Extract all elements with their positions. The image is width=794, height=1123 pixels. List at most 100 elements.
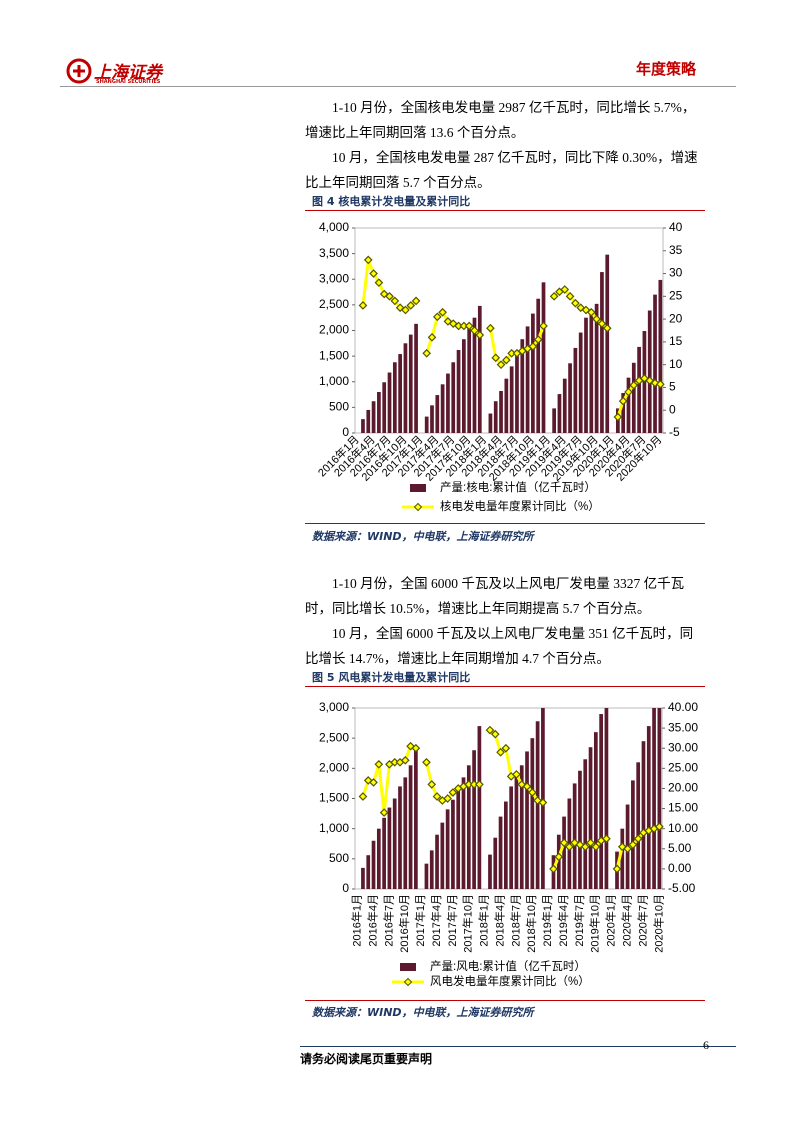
bar (541, 282, 546, 433)
bar (637, 346, 641, 433)
bar (424, 863, 429, 889)
line-marker (422, 348, 432, 358)
bar (366, 855, 371, 889)
line-marker (448, 788, 458, 797)
bar (636, 762, 641, 889)
bar (631, 362, 636, 433)
bar (461, 777, 466, 889)
y2-tick-label: 40 (669, 220, 683, 234)
y-tick-label: 3,000 (319, 271, 349, 285)
line-marker (629, 380, 639, 390)
legend-swatch (400, 963, 416, 971)
line-marker (618, 396, 628, 406)
line-marker (496, 747, 505, 757)
bar (535, 721, 540, 889)
x-tick-label: 2016年7月 (381, 894, 395, 947)
line-marker (527, 788, 537, 797)
bar (361, 419, 365, 433)
x-tick-label: 2020年7月 (635, 894, 649, 947)
y2-tick-label: 0.00 (668, 861, 692, 875)
y-tick-label: 1,500 (319, 348, 349, 362)
bar (578, 332, 583, 433)
y2-tick-label: 35.00 (668, 720, 698, 734)
section-title: 年度策略 (636, 60, 697, 78)
x-tick-label: 2019年1月 (540, 894, 554, 947)
bar (557, 394, 562, 433)
bar (493, 837, 498, 889)
line-marker (490, 729, 500, 739)
paragraph: 10 月，全国 6000 千瓦及以上风电厂发电量 351 亿千瓦时，同比增长 1… (305, 626, 694, 666)
y-tick-label: 0 (342, 881, 349, 895)
line-marker (592, 314, 601, 324)
line-marker (522, 782, 532, 791)
bar (366, 409, 371, 433)
y2-tick-label: 10 (669, 357, 683, 371)
chart: 0 500 1,000 1,500 2,000 2,500 3,000 3,500 4,000 -… (315, 220, 683, 513)
line-marker (496, 360, 506, 370)
footer-rule (300, 1046, 736, 1047)
bar (653, 294, 657, 433)
y-tick-label: 2,500 (319, 730, 349, 744)
y-tick-label: 1,000 (319, 821, 349, 835)
bar (371, 840, 376, 889)
line-marker (432, 312, 442, 322)
figure-source: 数据来源：WIND，中电联，上海证券研究所 (312, 1006, 534, 1019)
bar (584, 317, 588, 433)
bar (451, 362, 456, 433)
bar (573, 347, 578, 433)
bar (382, 817, 386, 889)
line-marker (385, 291, 394, 301)
x-tick-label: 2018年1月 (477, 894, 491, 947)
bar (504, 801, 508, 889)
x-tick-label: 2017年10月 (461, 894, 475, 953)
line-marker (538, 798, 548, 807)
bar (599, 714, 603, 889)
bar (600, 272, 604, 433)
bar (467, 327, 472, 433)
bar (462, 339, 466, 433)
bar (604, 708, 609, 889)
bar (408, 765, 413, 889)
bar (525, 751, 529, 889)
x-tick-label: 2019年7月 (572, 894, 586, 947)
bar (519, 765, 524, 889)
line-marker (528, 342, 538, 351)
y2-tick-label: 25 (669, 289, 683, 303)
y2-tick-label: 15.00 (668, 801, 698, 815)
line-marker (363, 255, 373, 265)
legend-label: 产量:风电:累计值（亿千瓦时） (430, 959, 586, 973)
figure-rule (305, 523, 705, 524)
bar (605, 254, 610, 433)
x-tick-label: 2020年1月 (604, 894, 618, 947)
x-tick-label: 2019年10月 (588, 894, 602, 953)
bar (392, 798, 397, 889)
bar (498, 816, 503, 889)
line-marker (597, 319, 607, 329)
page-number: 6 (703, 1038, 709, 1052)
bar (403, 777, 408, 889)
x-tick-label: 2016年1月 (350, 894, 364, 947)
line-marker (427, 332, 437, 342)
bar (398, 354, 402, 433)
y-tick-label: 2,500 (319, 297, 349, 311)
y-tick-label: 2,000 (319, 761, 349, 775)
figure-rule (305, 1000, 705, 1001)
y2-tick-label: 25.00 (668, 761, 698, 775)
bar (646, 726, 651, 889)
paragraph: 10 月，全国核电发电量 287 亿千瓦时，同比下降 0.30%，增速比上年同期… (305, 150, 698, 190)
x-tick-label: 2020年10月 (651, 894, 665, 953)
bar (414, 323, 418, 433)
bar (658, 279, 663, 433)
x-tick-label: 2017年7月 (445, 894, 459, 947)
bar (520, 339, 525, 433)
bar (429, 850, 434, 889)
line-marker (602, 834, 611, 844)
caption-rule (305, 210, 705, 211)
bar (477, 305, 482, 433)
bar (504, 378, 509, 433)
bar (568, 363, 572, 433)
y2-tick-label: 15 (669, 334, 683, 348)
bar (593, 732, 598, 889)
y2-tick-label: 30 (669, 266, 683, 280)
bar (525, 326, 530, 433)
